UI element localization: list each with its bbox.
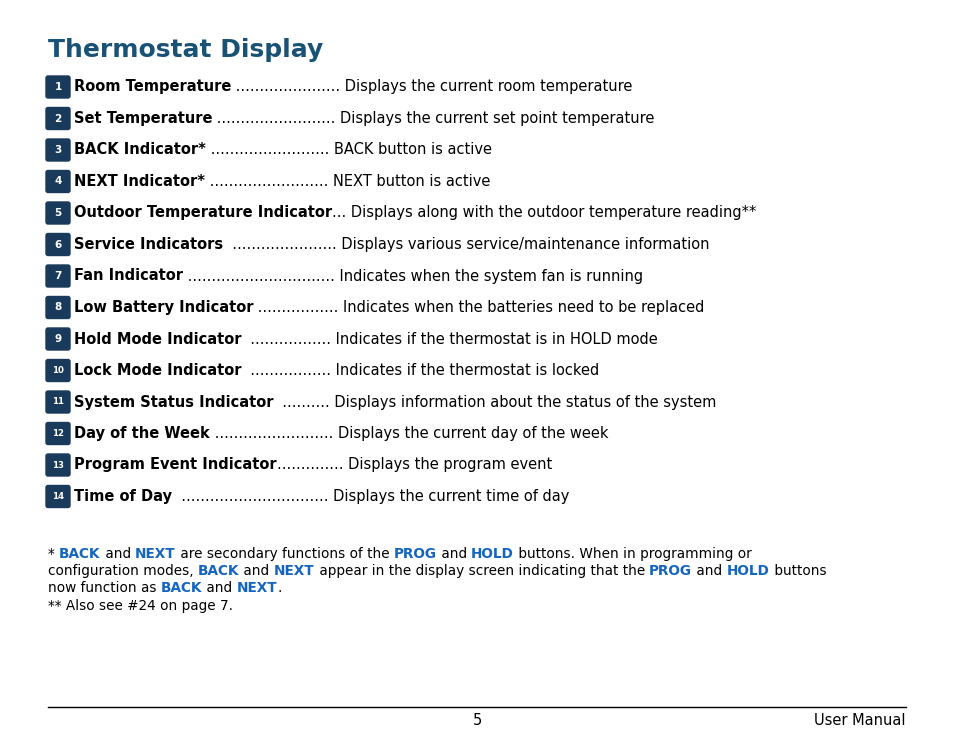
FancyBboxPatch shape <box>46 454 70 476</box>
FancyBboxPatch shape <box>46 359 70 382</box>
Text: 3: 3 <box>54 145 62 155</box>
Text: 10: 10 <box>52 366 64 375</box>
Text: BACK: BACK <box>161 581 202 595</box>
Text: and: and <box>239 564 274 578</box>
Text: 2: 2 <box>54 114 62 123</box>
Text: 7: 7 <box>54 271 62 281</box>
Text: HOLD: HOLD <box>471 547 514 561</box>
Text: Thermostat Display: Thermostat Display <box>48 38 323 62</box>
Text: System Status Indicator: System Status Indicator <box>74 395 274 410</box>
Text: ......................... Displays the current set point temperature: ......................... Displays the c… <box>213 111 654 126</box>
Text: ** Also see #24 on page 7.: ** Also see #24 on page 7. <box>48 599 233 613</box>
FancyBboxPatch shape <box>46 486 70 508</box>
FancyBboxPatch shape <box>46 233 70 255</box>
Text: BACK Indicator*: BACK Indicator* <box>74 142 206 157</box>
Text: ............................... Displays the current time of day: ............................... Displays… <box>172 489 569 504</box>
Text: Set Temperature: Set Temperature <box>74 111 213 126</box>
Text: configuration modes,: configuration modes, <box>48 564 198 578</box>
Text: buttons. When in programming or: buttons. When in programming or <box>514 547 751 561</box>
Text: ................. Indicates when the batteries need to be replaced: ................. Indicates when the bat… <box>253 300 704 315</box>
FancyBboxPatch shape <box>46 139 70 161</box>
Text: ................. Indicates if the thermostat is in HOLD mode: ................. Indicates if the therm… <box>241 331 658 347</box>
Text: 13: 13 <box>52 461 64 469</box>
Text: Day of the Week: Day of the Week <box>74 426 210 441</box>
Text: now function as: now function as <box>48 581 161 595</box>
Text: ......................... NEXT button is active: ......................... NEXT button is… <box>205 174 490 189</box>
FancyBboxPatch shape <box>46 422 70 444</box>
Text: appear in the display screen indicating that the: appear in the display screen indicating … <box>314 564 649 578</box>
Text: .......... Displays information about the status of the system: .......... Displays information about th… <box>274 395 716 410</box>
FancyBboxPatch shape <box>46 328 70 350</box>
Text: BACK: BACK <box>59 547 100 561</box>
Text: User Manual: User Manual <box>814 713 905 728</box>
Text: 5: 5 <box>472 713 481 728</box>
Text: 4: 4 <box>54 176 62 187</box>
Text: Fan Indicator: Fan Indicator <box>74 269 183 283</box>
Text: Hold Mode Indicator: Hold Mode Indicator <box>74 331 241 347</box>
Text: NEXT: NEXT <box>135 547 175 561</box>
FancyBboxPatch shape <box>46 76 70 98</box>
Text: Low Battery Indicator: Low Battery Indicator <box>74 300 253 315</box>
Text: ......................... BACK button is active: ......................... BACK button is… <box>206 142 492 157</box>
FancyBboxPatch shape <box>46 297 70 319</box>
Text: NEXT Indicator*: NEXT Indicator* <box>74 174 205 189</box>
Text: BACK: BACK <box>198 564 239 578</box>
Text: 5: 5 <box>54 208 62 218</box>
Text: and: and <box>100 547 135 561</box>
Text: Outdoor Temperature Indicator: Outdoor Temperature Indicator <box>74 205 332 221</box>
FancyBboxPatch shape <box>46 265 70 287</box>
Text: 12: 12 <box>52 429 64 438</box>
Text: 6: 6 <box>54 240 62 249</box>
Text: ...................... Displays the current room temperature: ...................... Displays the curr… <box>232 80 632 94</box>
Text: 14: 14 <box>51 492 64 501</box>
Text: ......................... Displays the current day of the week: ......................... Displays the c… <box>210 426 608 441</box>
FancyBboxPatch shape <box>46 391 70 413</box>
Text: ... Displays along with the outdoor temperature reading**: ... Displays along with the outdoor temp… <box>332 205 756 221</box>
Text: 1: 1 <box>54 82 62 92</box>
Text: .............. Displays the program event: .............. Displays the program even… <box>276 458 551 472</box>
Text: ................. Indicates if the thermostat is locked: ................. Indicates if the therm… <box>241 363 599 378</box>
Text: buttons: buttons <box>769 564 825 578</box>
Text: 8: 8 <box>54 303 62 312</box>
FancyBboxPatch shape <box>46 202 70 224</box>
Text: are secondary functions of the: are secondary functions of the <box>175 547 394 561</box>
Text: NEXT: NEXT <box>274 564 314 578</box>
Text: and: and <box>692 564 726 578</box>
Text: 11: 11 <box>52 398 64 407</box>
Text: PROG: PROG <box>394 547 436 561</box>
Text: ............................... Indicates when the system fan is running: ............................... Indicate… <box>183 269 642 283</box>
Text: .: . <box>277 581 281 595</box>
Text: and: and <box>436 547 471 561</box>
Text: Time of Day: Time of Day <box>74 489 172 504</box>
Text: 9: 9 <box>54 334 62 344</box>
Text: ...................... Displays various service/maintenance information: ...................... Displays various … <box>223 237 709 252</box>
Text: HOLD: HOLD <box>726 564 769 578</box>
Text: Program Event Indicator: Program Event Indicator <box>74 458 276 472</box>
FancyBboxPatch shape <box>46 170 70 193</box>
Text: Service Indicators: Service Indicators <box>74 237 223 252</box>
Text: *: * <box>48 547 59 561</box>
Text: Lock Mode Indicator: Lock Mode Indicator <box>74 363 241 378</box>
FancyBboxPatch shape <box>46 108 70 129</box>
Text: Room Temperature: Room Temperature <box>74 80 232 94</box>
Text: and: and <box>202 581 236 595</box>
Text: PROG: PROG <box>649 564 692 578</box>
Text: NEXT: NEXT <box>236 581 277 595</box>
